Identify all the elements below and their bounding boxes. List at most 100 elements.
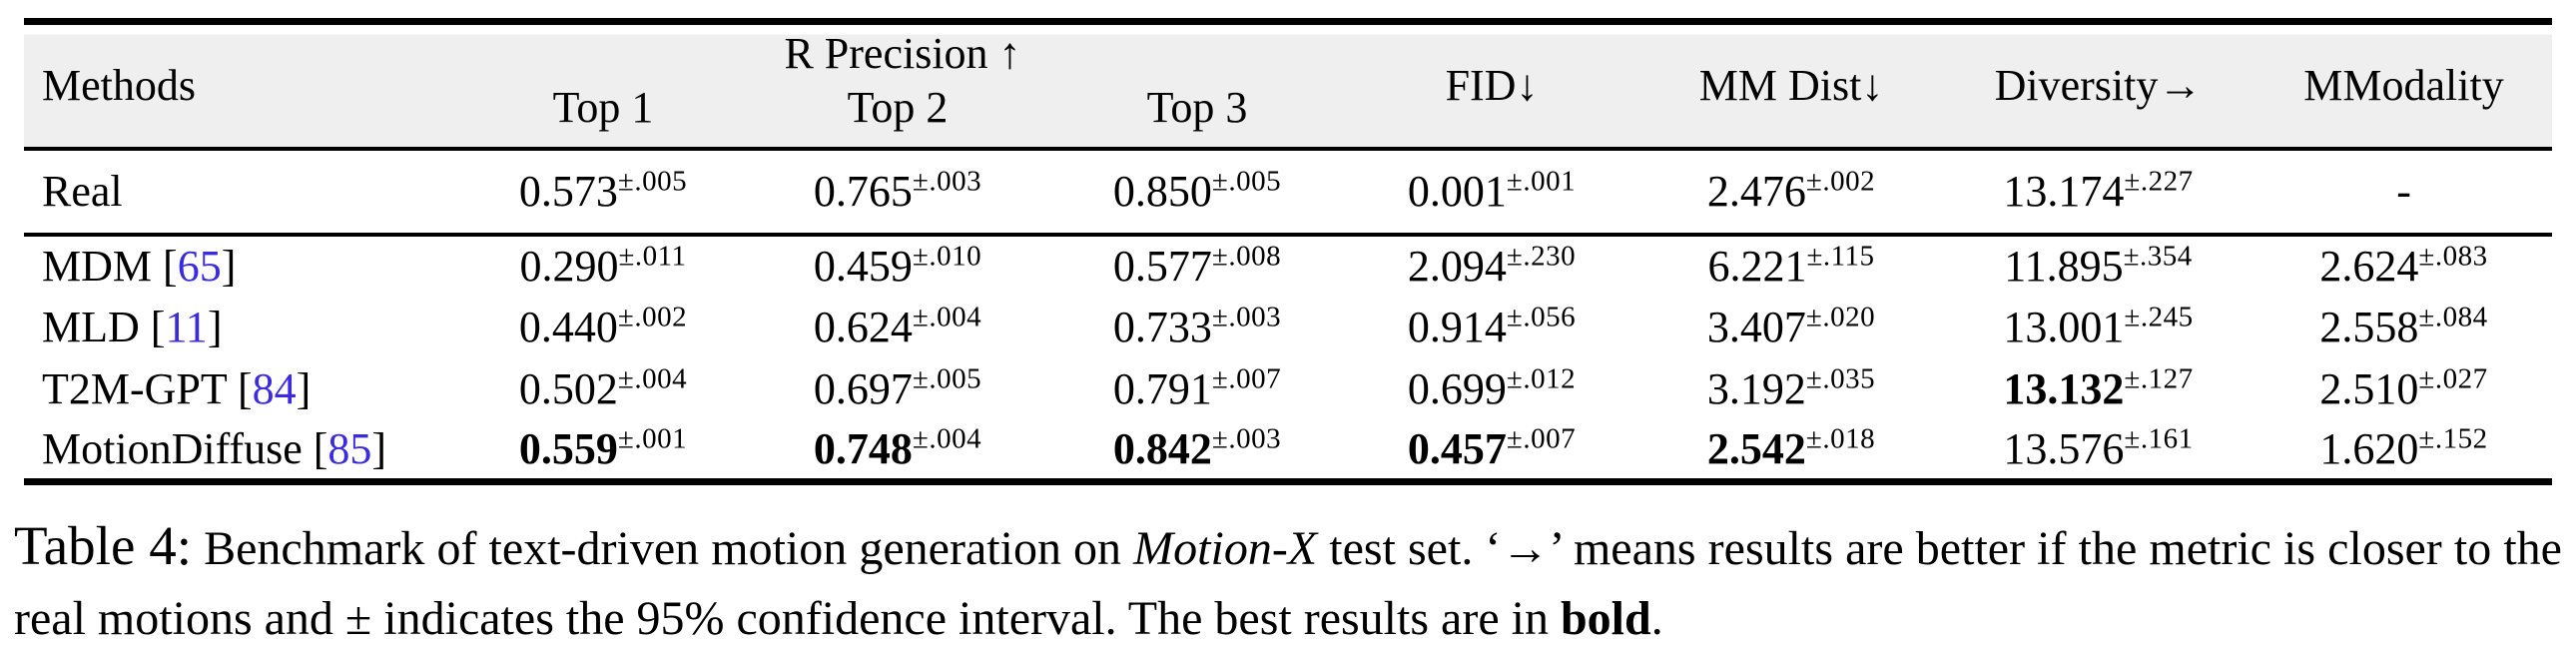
- metric-number: 2.624: [2319, 242, 2419, 291]
- metric-value: 0.748±.004: [743, 420, 1052, 482]
- confidence-interval: ±.354: [2123, 240, 2193, 273]
- metric-number: 2.094: [1407, 242, 1507, 291]
- metric-value: 2.510±.027: [2255, 358, 2552, 420]
- method-name: MotionDiffuse [85]: [42, 424, 387, 474]
- confidence-interval: ±.018: [1805, 422, 1876, 455]
- metric-number: 6.221: [1707, 242, 1807, 291]
- caption-text-1: Benchmark of text-driven motion generati…: [192, 522, 1134, 575]
- column-header-top1: Top 1: [463, 81, 743, 149]
- metric-number: 0.842: [1112, 424, 1212, 474]
- confidence-interval: ±.002: [1805, 165, 1876, 198]
- citation-link[interactable]: 11: [165, 303, 208, 351]
- confidence-interval: ±.003: [912, 165, 982, 198]
- confidence-interval: ±.227: [2124, 165, 2194, 198]
- metric-number: 1.620: [2319, 424, 2419, 474]
- confidence-interval: ±.083: [2418, 240, 2488, 273]
- method-name: T2M-GPT [84]: [42, 364, 312, 413]
- metric-value: 0.559±.001: [463, 420, 743, 482]
- confidence-interval: ±.001: [617, 422, 688, 455]
- metric-number: 0.748: [813, 424, 913, 474]
- metric-value: 0.457±.007: [1342, 420, 1641, 482]
- confidence-interval: ±.004: [617, 362, 688, 395]
- confidence-interval: ±.007: [1211, 362, 1282, 395]
- confidence-interval: ±.011: [618, 240, 687, 273]
- metric-number: 2.558: [2319, 303, 2419, 351]
- column-header-diversity: Diversity→: [1941, 21, 2256, 149]
- metric-number: 2.510: [2319, 364, 2419, 413]
- confidence-interval: ±.005: [1211, 165, 1282, 198]
- metric-value: 2.542±.018: [1641, 420, 1941, 482]
- metric-number: 0.573: [518, 167, 618, 216]
- metric-number: 0.440: [518, 303, 618, 351]
- metric-value: 11.895±.354: [1941, 235, 2255, 297]
- confidence-interval: ±.002: [617, 301, 688, 333]
- dataset-name-italic: Motion-X: [1133, 522, 1318, 575]
- metric-number: 11.895: [2004, 242, 2124, 291]
- metric-number: 13.001: [2003, 303, 2125, 351]
- header-row-sub: Top 1 Top 2 Top 3: [24, 81, 2552, 149]
- metric-value: 0.459±.010: [743, 235, 1052, 297]
- header-row-top: Methods R Precision ↑ FID↓ MM Dist↓ Dive…: [24, 21, 2553, 149]
- metric-number: 3.192: [1706, 364, 1806, 413]
- metric-number: 0.914: [1407, 303, 1507, 351]
- table-header: Methods R Precision ↑ FID↓ MM Dist↓ Dive…: [24, 21, 2553, 149]
- confidence-interval: ±.008: [1211, 240, 1282, 273]
- metric-value: -: [2396, 167, 2411, 216]
- citation-link[interactable]: 84: [252, 364, 297, 413]
- confidence-interval: ±.005: [912, 362, 982, 395]
- metric-number: 0.850: [1112, 167, 1212, 216]
- confidence-interval: ±.007: [1506, 422, 1577, 455]
- confidence-interval: ±.115: [1806, 240, 1875, 273]
- metric-value: 0.001±.001: [1342, 149, 1641, 235]
- citation-link[interactable]: 85: [327, 424, 372, 474]
- table-row: MDM [65] 0.290±.011 0.459±.010 0.577±.008 2.…: [24, 235, 2552, 297]
- method-name: MLD [11]: [42, 303, 223, 351]
- citation-link[interactable]: 65: [177, 242, 222, 291]
- metric-value: 1.620±.152: [2255, 420, 2552, 482]
- metric-value: 0.765±.003: [743, 149, 1052, 235]
- metric-number: 0.459: [813, 242, 913, 291]
- column-header-r-precision: R Precision ↑: [463, 21, 1343, 82]
- table-body: Real 0.573±.005 0.765±.003 0.850±.005 0.001±…: [24, 149, 2553, 482]
- metric-value: 0.697±.005: [743, 358, 1052, 420]
- metric-value: 0.290±.011: [463, 235, 743, 297]
- caption-label: Table 4:: [14, 515, 192, 576]
- confidence-interval: ±.127: [2124, 362, 2194, 395]
- metric-number: 2.542: [1706, 424, 1806, 474]
- metric-number: 13.174: [2003, 167, 2125, 216]
- confidence-interval: ±.001: [1506, 165, 1577, 198]
- confidence-interval: ±.003: [1211, 422, 1282, 455]
- caption-text-2: test set. ‘→’ means results are better i…: [14, 522, 2562, 646]
- method-name: Real: [42, 167, 123, 216]
- metric-value: 0.842±.003: [1052, 420, 1342, 482]
- confidence-interval: ±.152: [2418, 422, 2488, 455]
- metric-number: 13.132: [2003, 364, 2125, 413]
- metric-number: 0.699: [1407, 364, 1507, 413]
- column-header-fid: FID↓: [1342, 21, 1642, 149]
- column-header-top3: Top 3: [1052, 81, 1343, 149]
- metric-number: 0.457: [1407, 424, 1507, 474]
- metric-value: 6.221±.115: [1641, 235, 1941, 297]
- metric-value: 0.699±.012: [1342, 358, 1641, 420]
- metric-value: 0.624±.004: [743, 297, 1052, 358]
- confidence-interval: ±.245: [2124, 301, 2194, 333]
- metric-value: 0.573±.005: [463, 149, 743, 235]
- metric-value: 0.577±.008: [1052, 235, 1342, 297]
- metric-value: 13.001±.245: [1941, 297, 2255, 358]
- confidence-interval: ±.005: [617, 165, 688, 198]
- table-caption: Table 4: Benchmark of text-driven motion…: [14, 507, 2562, 653]
- metric-number: 0.502: [518, 364, 618, 413]
- confidence-interval: ±.084: [2418, 301, 2488, 333]
- metric-number: 3.407: [1706, 303, 1806, 351]
- metric-value: 0.850±.005: [1052, 149, 1342, 235]
- metric-number: 0.559: [518, 424, 618, 474]
- confidence-interval: ±.010: [912, 240, 982, 273]
- caption-bold-word: bold: [1560, 592, 1651, 646]
- confidence-interval: ±.027: [2418, 362, 2488, 395]
- confidence-interval: ±.004: [912, 422, 982, 455]
- metric-value: 0.502±.004: [463, 358, 743, 420]
- metric-value: 0.791±.007: [1052, 358, 1342, 420]
- metric-number: 0.697: [813, 364, 913, 413]
- confidence-interval: ±.230: [1506, 240, 1577, 273]
- confidence-interval: ±.161: [2124, 422, 2194, 455]
